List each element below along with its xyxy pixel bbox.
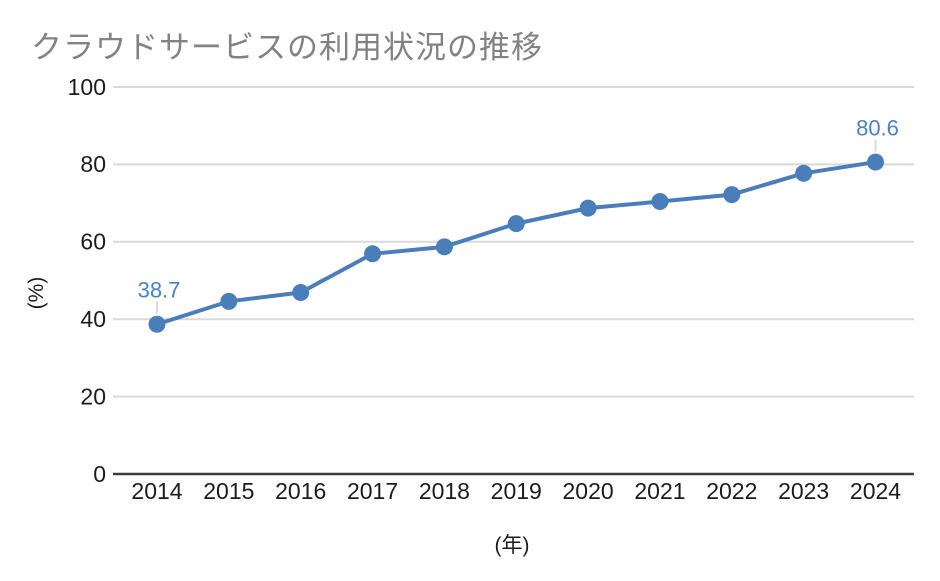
x-tick-label: 2018	[419, 478, 470, 504]
data-point	[507, 215, 525, 233]
x-tick-label: 2021	[634, 478, 685, 504]
data-point	[364, 245, 382, 263]
x-tick-label: 2022	[706, 478, 757, 504]
data-point	[579, 199, 597, 217]
x-tick-label: 2024	[850, 478, 901, 504]
data-point	[148, 315, 166, 333]
y-tick-label: 80	[80, 151, 106, 177]
y-tick-label: 20	[80, 383, 106, 409]
data-point	[795, 164, 813, 182]
data-point	[435, 238, 453, 256]
y-tick-label: 40	[80, 306, 106, 332]
y-tick-label: 100	[68, 74, 106, 100]
y-tick-label: 0	[93, 461, 106, 487]
data-point	[220, 292, 238, 310]
trend-line	[155, 160, 878, 327]
data-point-label: 80.6	[856, 116, 899, 141]
x-tick-label: 2014	[131, 478, 182, 504]
x-tick-label: 2017	[347, 478, 398, 504]
chart-title: クラウドサービスの利用状況の推移	[31, 30, 543, 65]
x-tick-label: 2019	[491, 478, 542, 504]
data-point	[867, 153, 884, 171]
x-tick-label: 2016	[275, 478, 326, 504]
data-point	[651, 193, 669, 211]
data-point	[723, 186, 741, 204]
y-tick-label: 60	[80, 229, 106, 255]
x-tick-label: 2023	[778, 478, 829, 504]
data-point-label: 38.7	[138, 278, 181, 303]
x-axis-unit-label: (年)	[494, 534, 530, 557]
x-tick-label: 2020	[563, 478, 614, 504]
data-point	[292, 283, 310, 301]
x-tick-label: 2015	[203, 478, 254, 504]
